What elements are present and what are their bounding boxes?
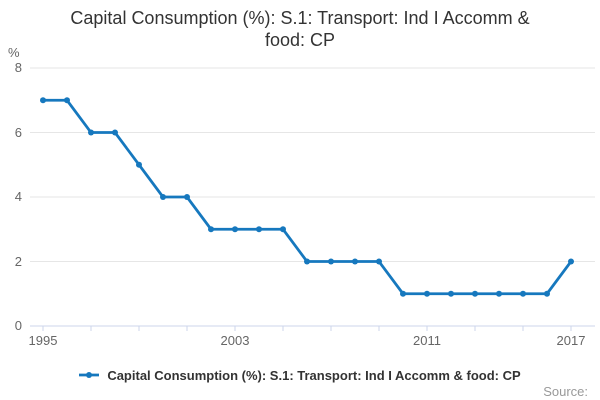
y-axis-tick-label: 8 — [14, 60, 22, 75]
legend-item[interactable]: Capital Consumption (%): S.1: Transport:… — [0, 366, 600, 384]
x-axis-tick-label: 2011 — [413, 333, 441, 348]
legend-label: Capital Consumption (%): S.1: Transport:… — [107, 367, 521, 383]
chart-title-line-1: Capital Consumption (%): S.1: Transport:… — [70, 8, 530, 28]
series-markers — [40, 97, 574, 297]
chart-title: Capital Consumption (%): S.1: Transport:… — [0, 7, 600, 51]
legend-line-marker-icon — [79, 372, 100, 378]
chart-title-line-2: food: CP — [264, 30, 336, 50]
y-axis-tick-label: 6 — [14, 124, 22, 140]
y-axis-tick-label: 2 — [14, 253, 22, 269]
gridlines — [30, 67, 595, 327]
x-axis-tick-label: 1995 — [28, 333, 58, 348]
x-axis-tick-label: 2017 — [556, 333, 586, 348]
x-axis-ticks — [42, 326, 572, 331]
y-axis-tick-label: 4 — [14, 189, 22, 204]
y-axis-unit-label: % — [8, 45, 20, 60]
x-axis-tick-label: 2003 — [220, 333, 250, 348]
source-label: Source: — [543, 384, 588, 399]
y-axis-tick-label: 0 — [14, 318, 22, 333]
